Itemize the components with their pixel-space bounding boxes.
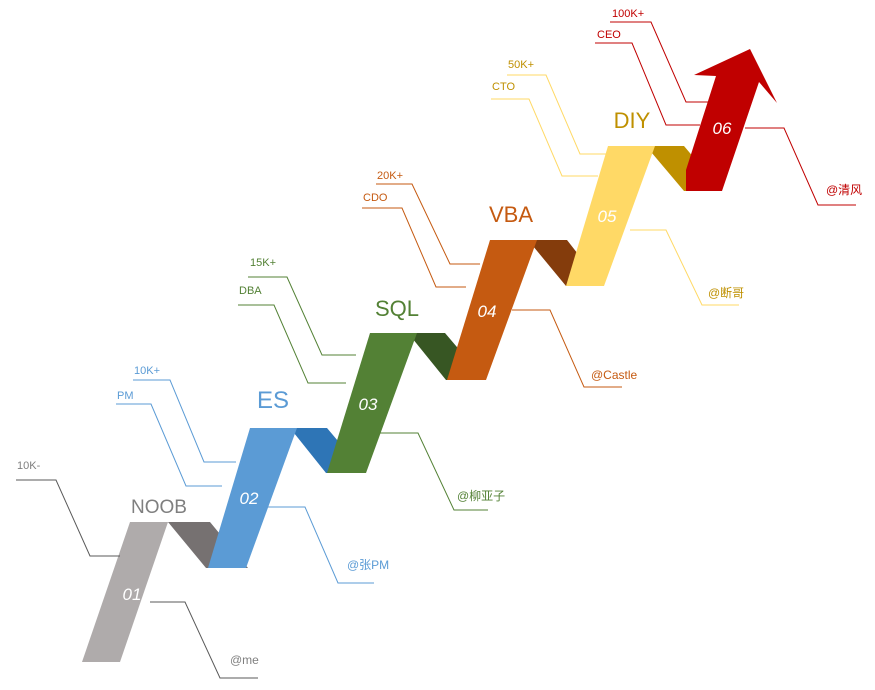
step-06-role-leader bbox=[595, 42, 700, 126]
step-03-author: @柳亚子 bbox=[457, 489, 505, 503]
step-02-title: ES bbox=[257, 387, 289, 414]
step-01-author-leader bbox=[150, 601, 258, 679]
step-03-salary-leader bbox=[248, 276, 356, 356]
step-05-number: 05 bbox=[598, 207, 617, 226]
step-04-role-leader bbox=[362, 207, 466, 288]
step-03-role-leader bbox=[238, 304, 346, 384]
step-04-author-leader bbox=[512, 309, 622, 388]
step-06-number: 06 bbox=[713, 119, 732, 138]
step-05-role: CTO bbox=[492, 81, 515, 93]
step-05-role-leader bbox=[491, 98, 598, 177]
step-02-author-leader bbox=[268, 506, 374, 584]
step-02-face bbox=[208, 428, 297, 568]
step-05-face bbox=[566, 146, 655, 286]
step-02-salary-leader bbox=[133, 379, 236, 463]
step-06: CEO 100K+ 06 @清风 bbox=[595, 8, 862, 206]
step-01-face bbox=[82, 522, 168, 662]
step-06-salary: 100K+ bbox=[612, 8, 644, 20]
step-01-title: NOOB bbox=[131, 497, 187, 518]
step-01-salary: 10K- bbox=[17, 460, 41, 472]
step-02-number: 02 bbox=[240, 489, 259, 508]
step-05-author-leader bbox=[630, 229, 739, 306]
step-03-title: SQL bbox=[375, 296, 419, 321]
step-04-salary-leader bbox=[376, 183, 480, 265]
step-06-salary-leader bbox=[610, 21, 712, 103]
step-06-author: @清风 bbox=[826, 183, 862, 197]
step-02-author: @张PM bbox=[347, 558, 389, 572]
step-05-salary-leader bbox=[507, 74, 614, 155]
step-01-author: @me bbox=[230, 653, 259, 667]
step-06-arrow bbox=[686, 49, 777, 191]
step-04-role: CDO bbox=[363, 192, 388, 204]
step-03: DBA 15K+ SQL 03 @柳亚子 bbox=[238, 257, 505, 511]
step-01-number: 01 bbox=[123, 585, 142, 604]
step-04-face bbox=[447, 240, 537, 380]
step-02-role: PM bbox=[117, 390, 134, 402]
step-03-role: DBA bbox=[239, 285, 262, 297]
step-03-author-leader bbox=[380, 432, 488, 511]
step-01: 10K- NOOB 01 @me bbox=[16, 460, 259, 679]
step-03-face bbox=[327, 333, 417, 473]
step-02: PM 10K+ ES 02 @张PM bbox=[116, 365, 389, 584]
step-05-title: DIY bbox=[614, 108, 651, 133]
step-06-author-leader bbox=[745, 127, 856, 206]
step-02-role-leader bbox=[116, 403, 222, 487]
step-05-salary: 50K+ bbox=[508, 59, 534, 71]
step-06-role: CEO bbox=[597, 29, 621, 41]
step-04-number: 04 bbox=[478, 302, 497, 321]
step-04-salary: 20K+ bbox=[377, 170, 403, 182]
step-02-salary: 10K+ bbox=[134, 365, 160, 377]
step-01-salary-leader bbox=[16, 479, 120, 557]
step-05-author: @断哥 bbox=[708, 285, 744, 300]
step-03-number: 03 bbox=[359, 395, 378, 414]
step-03-salary: 15K+ bbox=[250, 257, 276, 269]
step-04-author: @Castle bbox=[591, 368, 638, 382]
step-04-title: VBA bbox=[489, 202, 533, 227]
